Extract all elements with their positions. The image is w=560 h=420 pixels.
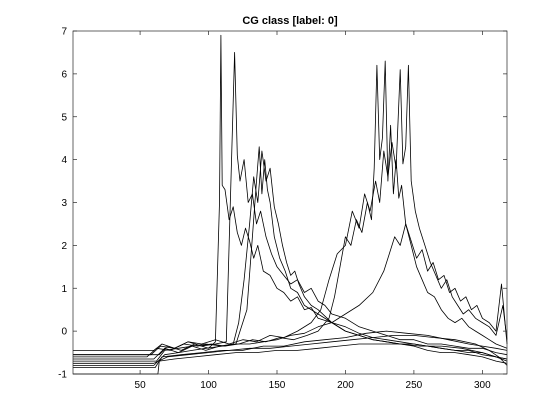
series-line-2 [73, 52, 508, 356]
x-tick-label: 200 [337, 380, 354, 391]
series-line-8 [73, 343, 508, 375]
y-tick-label: -1 [58, 370, 67, 381]
series-layer [73, 34, 508, 375]
series-line-1 [73, 34, 508, 364]
y-tick-label: 1 [61, 284, 67, 295]
y-tick-label: 0 [61, 327, 67, 338]
x-tick-label: 250 [406, 380, 423, 391]
x-tick-label: 300 [474, 380, 491, 391]
series-line-6 [73, 64, 508, 356]
series-line-5 [73, 60, 508, 358]
y-tick-label: 6 [61, 69, 67, 80]
series-line-9 [73, 334, 508, 366]
x-tick-label: 150 [269, 380, 286, 391]
x-axis: 50 100 150 200 250 300 [135, 31, 491, 391]
y-tick-label: 4 [61, 155, 67, 166]
series-line-10 [73, 330, 508, 369]
x-tick-label: 50 [135, 380, 147, 391]
series-line-7 [73, 223, 508, 366]
y-axis: -1 0 1 2 3 4 5 6 7 [58, 27, 507, 381]
y-tick-label: 7 [61, 27, 67, 38]
x-tick-label: 100 [200, 380, 217, 391]
y-tick-label: 3 [61, 198, 67, 209]
series-line-4 [73, 146, 508, 362]
y-tick-label: 2 [61, 241, 67, 252]
series-line-3 [73, 150, 508, 360]
plot-area-frame [72, 30, 508, 375]
y-tick-label: 5 [61, 112, 67, 123]
chart-title: CG class [label: 0] [242, 15, 338, 27]
